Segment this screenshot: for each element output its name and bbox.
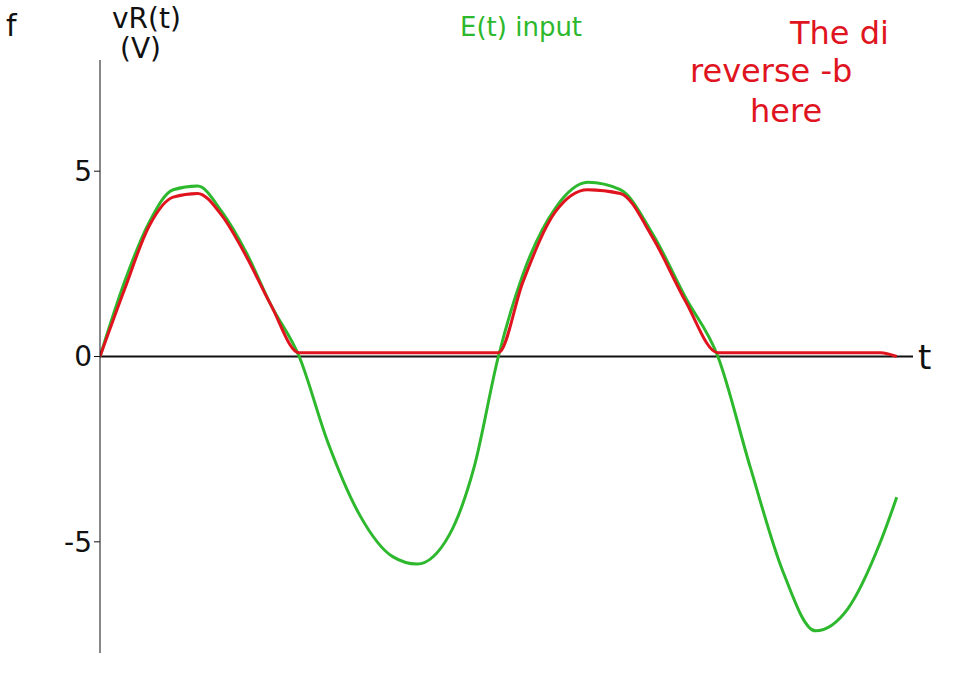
svg-text:5: 5 [74, 155, 92, 188]
html-text:f: f [6, 8, 17, 43]
svg-text:-5: -5 [64, 526, 92, 559]
html-text:E(t) input: E(t) input [460, 12, 583, 42]
svg-text:0: 0 [74, 340, 92, 373]
html-text:vR(t): vR(t) [112, 2, 181, 35]
html-text:(V): (V) [120, 32, 161, 65]
html-text:The di: The di [790, 14, 889, 52]
svg-text:t: t [918, 337, 931, 377]
html-text:reverse -b: reverse -b [690, 52, 853, 90]
html-text:here: here [750, 92, 823, 130]
